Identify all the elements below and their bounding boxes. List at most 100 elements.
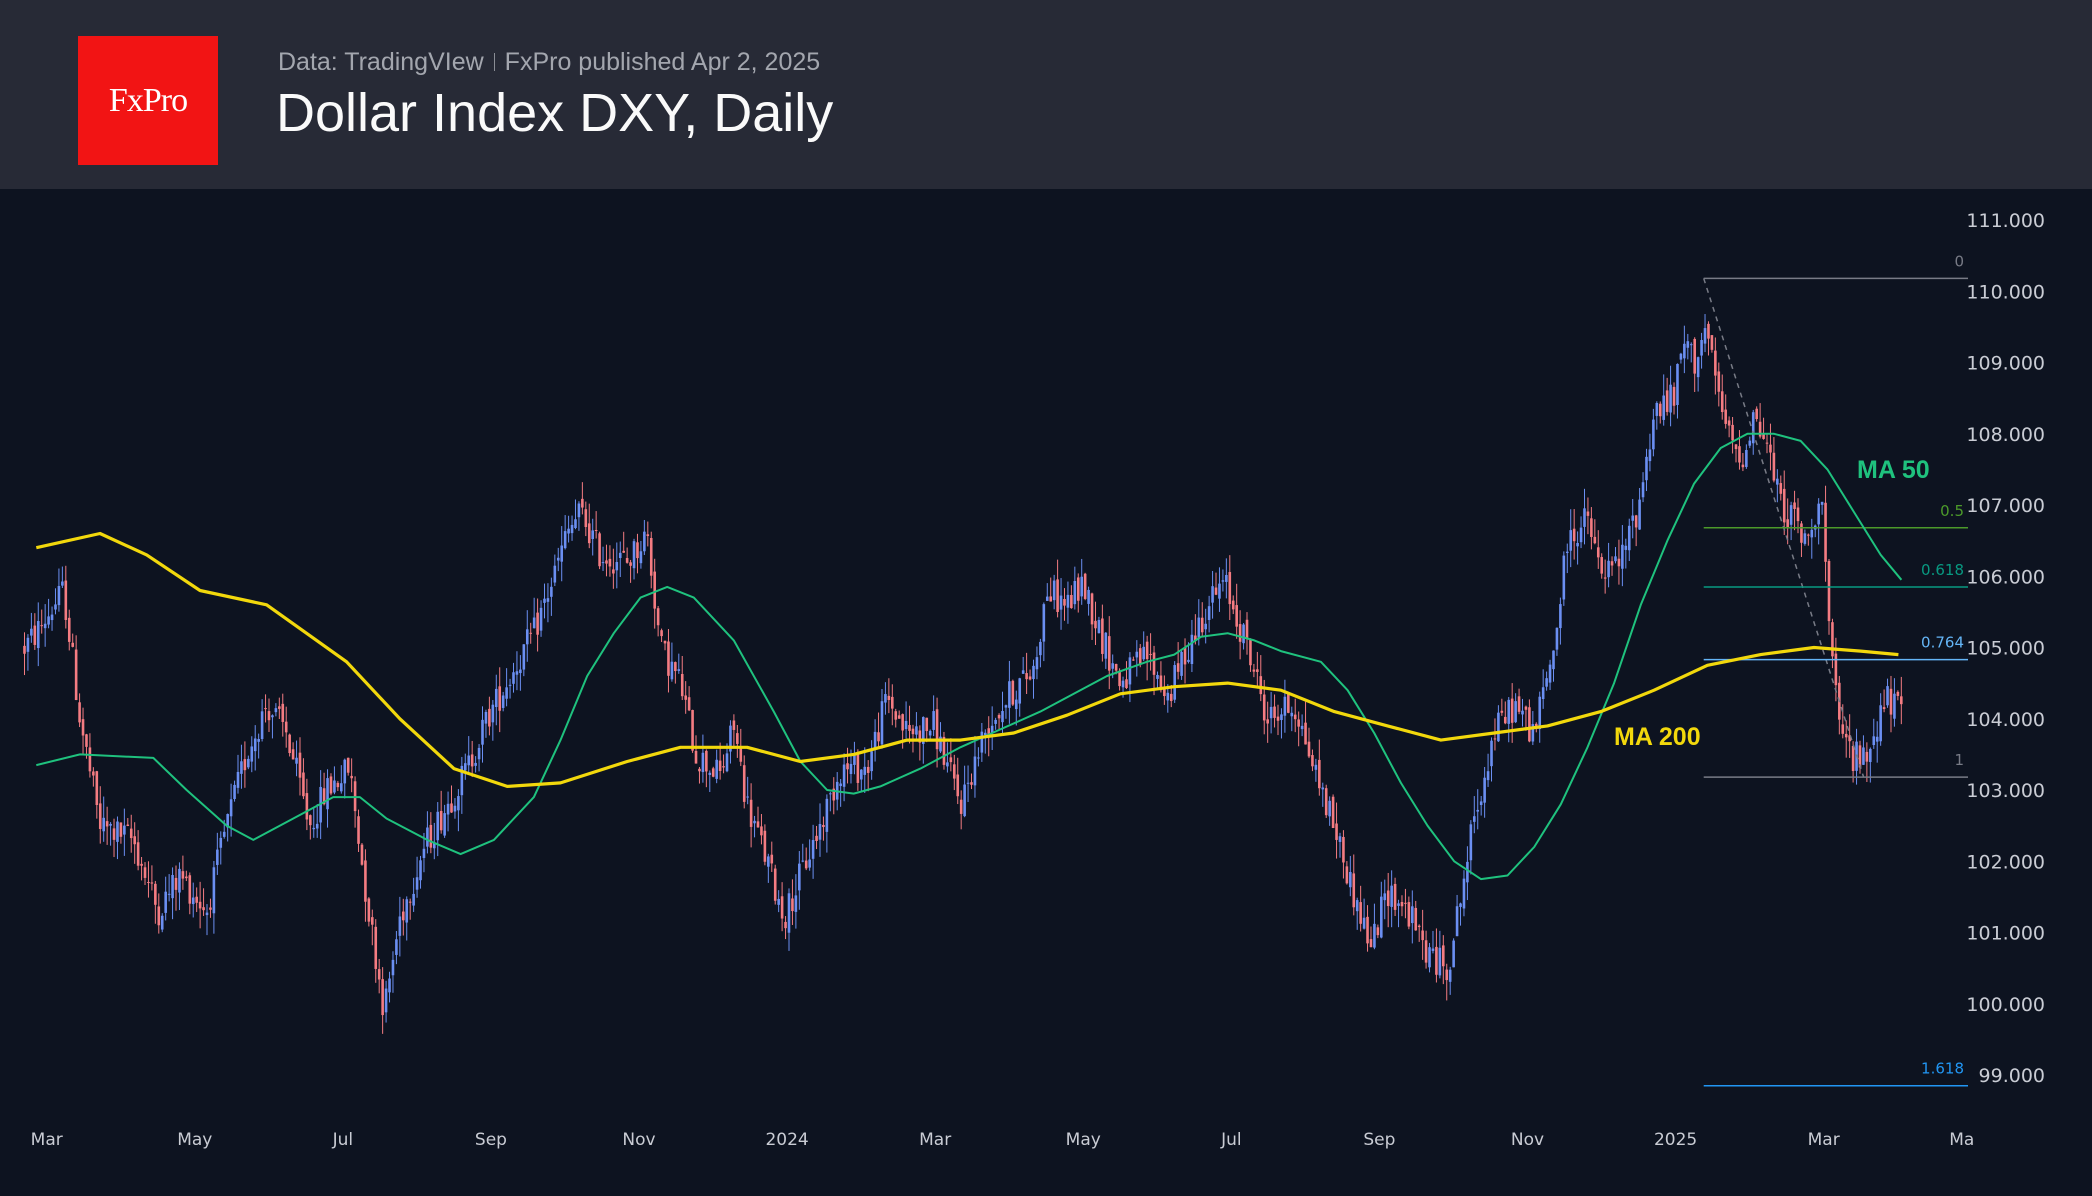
candle-body — [1014, 699, 1018, 710]
candle-body — [680, 673, 684, 697]
candle-body — [1032, 665, 1035, 680]
candle-body — [1720, 391, 1724, 413]
candle-body — [481, 719, 484, 745]
candle-body — [1049, 596, 1053, 602]
candle-body — [753, 820, 756, 824]
candle-body — [1163, 688, 1166, 697]
candle-body — [253, 738, 257, 752]
candle-body — [1683, 343, 1686, 359]
candle-body — [1431, 948, 1435, 951]
candle-body — [202, 907, 205, 911]
candle-body — [880, 701, 884, 745]
candle-body — [1641, 482, 1645, 498]
candle-body — [26, 637, 30, 652]
candle-body — [553, 565, 557, 583]
candle-body — [264, 708, 267, 710]
candle-body — [98, 803, 102, 829]
price-tick-label: 106.000 — [1966, 566, 2045, 588]
fib-level-label: 0.764 — [1921, 634, 1964, 652]
candle-body — [205, 912, 209, 916]
candle-body — [1600, 557, 1604, 574]
candle-body — [1565, 551, 1569, 553]
candle-body — [1524, 706, 1528, 710]
candle-body — [698, 768, 701, 772]
candle-body — [1686, 341, 1690, 348]
time-tick-label: May — [1066, 1130, 1101, 1150]
candle-body — [508, 684, 512, 686]
price-tick-label: 108.000 — [1966, 424, 2045, 446]
candle-body — [1469, 824, 1473, 861]
candle-body — [1252, 669, 1256, 672]
candle-body — [983, 732, 987, 736]
candle-body — [1579, 527, 1583, 543]
candle-body — [863, 766, 867, 775]
candle-body — [295, 757, 298, 764]
candle-body — [329, 776, 333, 794]
candle-body — [773, 868, 777, 901]
candle-body — [1865, 751, 1869, 762]
candle-body — [54, 604, 57, 610]
candle-body — [701, 752, 705, 773]
candle-body — [822, 824, 825, 828]
candle-body — [136, 842, 140, 866]
candle-body — [1827, 560, 1831, 622]
candle-body — [1652, 419, 1655, 450]
candle-body — [1056, 579, 1059, 612]
candle-body — [1817, 503, 1820, 525]
candle-body — [556, 557, 560, 561]
candle-body — [1293, 714, 1297, 720]
ma200-line — [35, 531, 1899, 788]
candle-body — [274, 708, 278, 713]
candle-body — [1603, 577, 1607, 579]
candle-body — [360, 844, 364, 865]
candle-body — [853, 755, 856, 765]
candle-body — [422, 848, 426, 858]
candle-body — [1338, 836, 1342, 842]
candle-body — [1517, 696, 1521, 712]
candle-body — [815, 835, 818, 841]
price-tick-label: 104.000 — [1966, 709, 2045, 731]
candle-body — [612, 569, 615, 574]
candle-body — [247, 758, 250, 768]
candle-body — [1386, 890, 1390, 907]
candle-body — [1400, 901, 1404, 907]
candle-body — [1872, 736, 1876, 746]
candle-body — [729, 725, 732, 752]
candle-body — [736, 733, 739, 744]
candle-body — [674, 662, 677, 672]
candle-body — [1218, 583, 1221, 599]
candle-body — [494, 688, 498, 708]
candle-body — [829, 793, 832, 795]
candle-body — [1280, 714, 1283, 721]
candle-body — [1128, 657, 1132, 685]
candle-body — [515, 671, 519, 675]
candle-body — [1679, 353, 1683, 360]
candle-body — [598, 533, 601, 567]
candle-body — [74, 649, 78, 701]
candle-body — [846, 763, 849, 770]
candle-body — [143, 867, 147, 878]
candle-body — [326, 778, 329, 810]
candle-body — [1879, 705, 1882, 742]
candle-body — [1393, 883, 1397, 910]
candle-body — [1101, 618, 1104, 654]
time-tick-label: 2024 — [765, 1130, 808, 1150]
candle-body — [474, 762, 477, 766]
candle-body — [164, 891, 167, 913]
candle-body — [1063, 598, 1066, 606]
candle-body — [801, 860, 805, 862]
candle-body — [243, 759, 247, 771]
candle-body — [1366, 916, 1369, 944]
candle-body — [525, 629, 529, 645]
candle-body — [412, 893, 415, 906]
candle-body — [1820, 501, 1824, 505]
candle-body — [1297, 719, 1300, 727]
candle-body — [1225, 574, 1228, 582]
candle-body — [1476, 809, 1480, 812]
candle-body — [904, 720, 908, 730]
candle-body — [653, 571, 656, 609]
price-tick-label: 101.000 — [1966, 923, 2045, 945]
candle-body — [749, 799, 753, 827]
candle-body — [150, 882, 154, 884]
price-chart[interactable]: 0 0.5 0.618 0.764 1 1.618 MA 50 MA 200 111.000… — [0, 189, 2092, 1196]
